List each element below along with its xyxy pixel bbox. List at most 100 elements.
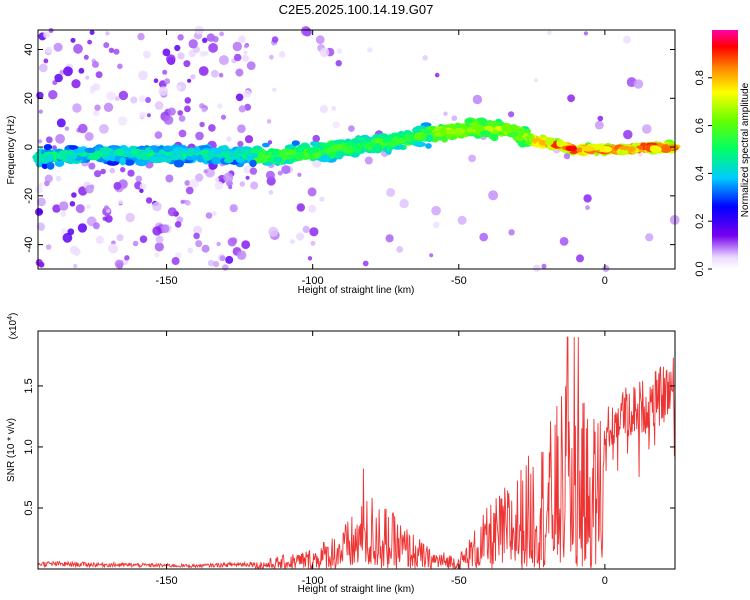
spectrogram-ridge-cell (441, 135, 448, 143)
spectrogram-noise-cell (167, 207, 177, 217)
spectrogram-noise-cell (385, 234, 394, 243)
spectrogram-noise-cell (94, 104, 101, 111)
spectrogram-noise-cell (94, 170, 102, 178)
spectrogram-noise-cell (84, 132, 94, 141)
spectrogram-noise-cell (223, 172, 234, 183)
spectrogram-noise-cell (146, 113, 151, 118)
spectrogram-noise-cell (205, 167, 215, 178)
spectrogram-noise-cell (241, 240, 251, 250)
spectrogram-ridge-cell (582, 146, 595, 152)
spectrogram-ridge-cell (190, 154, 198, 161)
spectrogram-noise-cell (319, 105, 328, 114)
spectrogram-noise-cell (422, 55, 429, 61)
spectrogram-noise-cell (488, 190, 499, 201)
spectrogram-ridge-cell (55, 152, 66, 160)
spectrogram-noise-cell (210, 69, 219, 78)
spectrogram-noise-cell (277, 170, 283, 176)
spectrogram-noise-cell (563, 152, 571, 160)
spectrogram-noise-cell (43, 58, 49, 64)
spectrogram-ridge-cell (162, 145, 174, 152)
colorbar-tick-label: 0.2 (694, 214, 706, 229)
spectrogram-ridge-cell (660, 145, 672, 153)
spectrogram-ridge-cell (324, 148, 335, 155)
spectrogram-ridge-cell (490, 133, 499, 141)
spectrogram-noise-cell (479, 232, 489, 242)
spectrogram-noise-cell (188, 39, 198, 49)
spectrogram-noise-cell (93, 110, 100, 117)
colorbar-tick-label: 0.6 (694, 118, 706, 133)
colorbar-tick-label: 0.0 (694, 261, 706, 276)
spectrogram-noise-cell (38, 209, 43, 215)
spectrogram-ridge-cell (45, 154, 55, 162)
spectrogram-noise-cell (53, 42, 63, 52)
spectrogram-noise-cell (235, 93, 244, 102)
spectrogram-noise-cell (176, 85, 182, 90)
spectrogram-ridge-cell (199, 149, 211, 156)
spectrogram-noise-cell (267, 140, 273, 145)
spectrogram-noise-cell (242, 54, 249, 62)
spectrogram-noise-cell (138, 95, 146, 103)
spectrogram-noise-cell (35, 185, 44, 194)
spectrogram-ridge-cell (286, 154, 295, 159)
spectrogram-noise-cell (174, 44, 181, 52)
spectrogram-noise-cell (95, 71, 103, 79)
spectrogram-noise-cell (250, 181, 259, 190)
spectrogram-noise-cell (272, 87, 277, 93)
spectrogram-noise-cell (117, 116, 128, 126)
spectrogram-noise-cell (203, 169, 208, 174)
spectrogram-ridge-cell (232, 151, 242, 160)
spectrogram-noise-cell (145, 97, 151, 103)
spectrogram-noise-cell (268, 190, 274, 195)
snr-border (37, 330, 676, 570)
spectrogram-noise-cell (638, 152, 643, 157)
spectrogram-noise-cell (583, 31, 589, 36)
spectrogram-noise-cell (44, 180, 50, 187)
spectrogram-noise-cell (124, 255, 130, 261)
spectrogram-noise-cell (232, 41, 242, 52)
spectrogram-ridge-cell (106, 159, 120, 166)
spectrogram-noise-cell (45, 136, 53, 144)
spectrogram-y-tick-label: 40 (23, 43, 35, 55)
spectrogram-noise-cell (332, 121, 340, 129)
spectrogram-noise-cell (105, 31, 110, 36)
spectrogram-noise-cell (192, 225, 203, 235)
spectrogram-noise-cell (468, 154, 476, 163)
colorbar-ticks: 0.0 0.2 0.4 0.6 0.8 (694, 70, 712, 277)
spectrogram-noise-cell (266, 119, 272, 124)
spectrogram-noise-cell (594, 120, 604, 130)
spectrogram-noise-cell (158, 86, 169, 96)
spectrogram-noise-cell (246, 61, 256, 70)
snr-y-multiplier: (x104) (7, 313, 19, 340)
spectrogram-ridge-cell (193, 146, 201, 154)
snr-x-tick-label: 0 (602, 575, 608, 587)
spectrogram-ridge-cell (135, 159, 148, 167)
spectrogram-noise-cell (163, 115, 174, 125)
spectrogram-noise-cell (633, 79, 644, 89)
snr-panel: -150 -100 -50 0 0.5 1.0 1.5 Height of straight… (6, 313, 676, 595)
spectrogram-panel: -150 -100 -50 0 40 20 0 -20 -40 Height of straig… (6, 25, 681, 296)
spectrogram-noise-cell (103, 102, 114, 113)
spectrogram-noise-cell (154, 131, 163, 139)
spectrogram-noise-cell (73, 43, 83, 54)
spectrogram-noise-cell (212, 211, 217, 216)
spectrogram-noise-cell (187, 78, 192, 83)
spectrogram-noise-cell (154, 242, 164, 252)
spectrogram-noise-cell (541, 263, 547, 269)
spectrogram-noise-cell (117, 63, 123, 70)
spectrogram-noise-cell (92, 83, 101, 91)
spectrogram-noise-cell (307, 187, 317, 197)
spectrogram-noise-cell (60, 211, 67, 217)
spectrogram-ridge-cell (66, 156, 75, 165)
spectrogram-noise-cell (69, 201, 76, 207)
spectrogram-noise-cell (164, 78, 171, 85)
spectrogram-ridge-cell (441, 124, 455, 129)
spectrogram-noise-cell (75, 204, 85, 214)
spectrogram-border (37, 29, 676, 270)
spectrogram-noise-cell (37, 223, 45, 231)
snr-x-tick-label: -150 (156, 575, 178, 587)
spectrogram-noise-cell (202, 37, 208, 43)
spectrogram-noise-cell (54, 73, 63, 83)
spectrogram-noise-cell (92, 222, 100, 230)
colorbar: 0.0 0.2 0.4 0.6 0.8 Normalized spectral ampl… (694, 30, 750, 277)
spectrogram-noise-cell (175, 252, 182, 259)
